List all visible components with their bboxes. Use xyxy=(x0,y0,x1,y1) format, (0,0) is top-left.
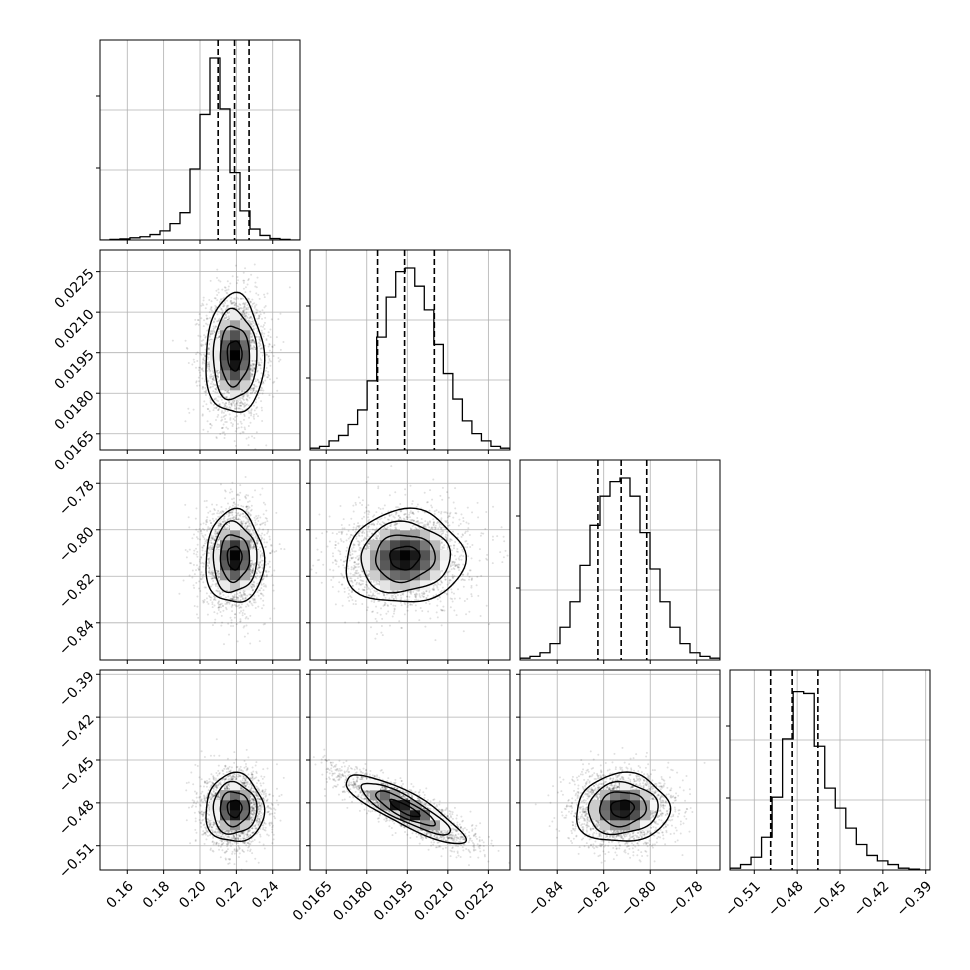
contour-1 xyxy=(375,790,436,827)
histogram-0 xyxy=(100,57,300,240)
x-tick-label: 0.18 xyxy=(140,878,173,911)
x-tick-label: 0.22 xyxy=(213,878,246,911)
y-tick-label: 0.0195 xyxy=(52,347,98,393)
x-tick-label: 0.0195 xyxy=(371,878,417,924)
contour-3 xyxy=(575,771,672,842)
pair-panel-2-0: −0.84−0.82 −0.80−0.78 xyxy=(56,459,301,664)
contour-1 xyxy=(219,325,251,388)
y-tick-label: −0.51 xyxy=(56,840,98,882)
pair-panel-3-0: 0.16 0.18 0.20 0.22 0.24 −0.51−0.48−0.45−0.42… xyxy=(56,669,301,912)
panel-frame xyxy=(309,249,511,451)
panel-frame xyxy=(519,459,721,661)
y-tick-label: 0.0225 xyxy=(52,266,98,312)
contour-1 xyxy=(219,534,251,584)
x-tick-label: −0.51 xyxy=(722,878,764,920)
histogram-2 xyxy=(520,477,720,660)
x-tick-label: 0.0180 xyxy=(330,878,376,924)
x-tick-label: 0.16 xyxy=(104,878,137,911)
hist-panel-2 xyxy=(516,459,721,664)
histogram-1 xyxy=(310,267,510,450)
contour-2 xyxy=(360,782,452,836)
x-tick-label: −0.48 xyxy=(765,878,807,920)
y-tick-label: −0.45 xyxy=(56,754,98,796)
contour-1 xyxy=(219,791,251,828)
contour-3 xyxy=(345,774,468,845)
y-tick-label: 0.0210 xyxy=(52,307,98,353)
contour-0 xyxy=(226,340,243,372)
y-tick-label: −0.48 xyxy=(56,797,98,839)
contour-3 xyxy=(205,291,266,413)
pair-panel-3-2: −0.84 −0.82 −0.80 −0.78 xyxy=(516,669,721,920)
hist-panel-3: −0.51 −0.48 −0.45 −0.42 −0.39 xyxy=(722,669,936,920)
histogram-3 xyxy=(730,690,930,870)
x-tick-label: 0.20 xyxy=(176,878,209,911)
panel-frame xyxy=(309,459,511,661)
y-tick-label: −0.78 xyxy=(56,478,98,520)
panel-frame xyxy=(519,669,721,871)
density-cells xyxy=(360,520,451,591)
x-tick-label: −0.39 xyxy=(894,878,936,920)
contour-3 xyxy=(205,771,266,843)
hist-panel-1 xyxy=(306,249,511,454)
contour-1 xyxy=(598,791,647,828)
density-cells xyxy=(210,310,261,401)
density-cells xyxy=(210,520,261,591)
contour-0 xyxy=(389,545,421,571)
contour-0 xyxy=(610,799,636,819)
y-tick-label: −0.39 xyxy=(56,669,98,711)
y-tick-label: −0.42 xyxy=(56,711,98,753)
pair-panel-2-1 xyxy=(306,459,511,664)
contour-2 xyxy=(360,520,452,594)
x-tick-label: −0.82 xyxy=(572,878,614,920)
x-tick-label: −0.78 xyxy=(665,878,707,920)
contour-3 xyxy=(205,507,266,603)
contour-2 xyxy=(212,780,258,835)
x-tick-label: −0.45 xyxy=(808,878,850,920)
contour-0 xyxy=(226,545,243,571)
contour-0 xyxy=(226,799,243,819)
contour-1 xyxy=(375,534,436,584)
x-tick-label: −0.80 xyxy=(618,878,660,920)
y-tick-label: 0.0180 xyxy=(52,388,98,434)
y-tick-label: −0.80 xyxy=(56,524,98,566)
x-tick-label: 0.0225 xyxy=(452,878,498,924)
contour-2 xyxy=(212,307,258,401)
y-tick-label: −0.82 xyxy=(56,571,98,613)
panel-frame xyxy=(309,669,511,871)
contour-3 xyxy=(345,507,468,603)
x-tick-label: −0.84 xyxy=(525,878,567,920)
contour-2 xyxy=(212,520,258,594)
panel-frame xyxy=(729,669,931,871)
x-tick-label: 0.24 xyxy=(249,878,282,911)
x-tick-label: −0.42 xyxy=(851,878,893,920)
y-tick-label: −0.84 xyxy=(56,617,98,659)
hist-panel-0 xyxy=(96,39,301,244)
y-tick-label: 0.0165 xyxy=(52,428,98,474)
contour-0 xyxy=(389,798,421,818)
x-tick-label: 0.0165 xyxy=(290,878,336,924)
contour-2 xyxy=(587,780,659,836)
density-cells xyxy=(210,780,251,831)
x-tick-label: 0.0210 xyxy=(411,878,457,924)
